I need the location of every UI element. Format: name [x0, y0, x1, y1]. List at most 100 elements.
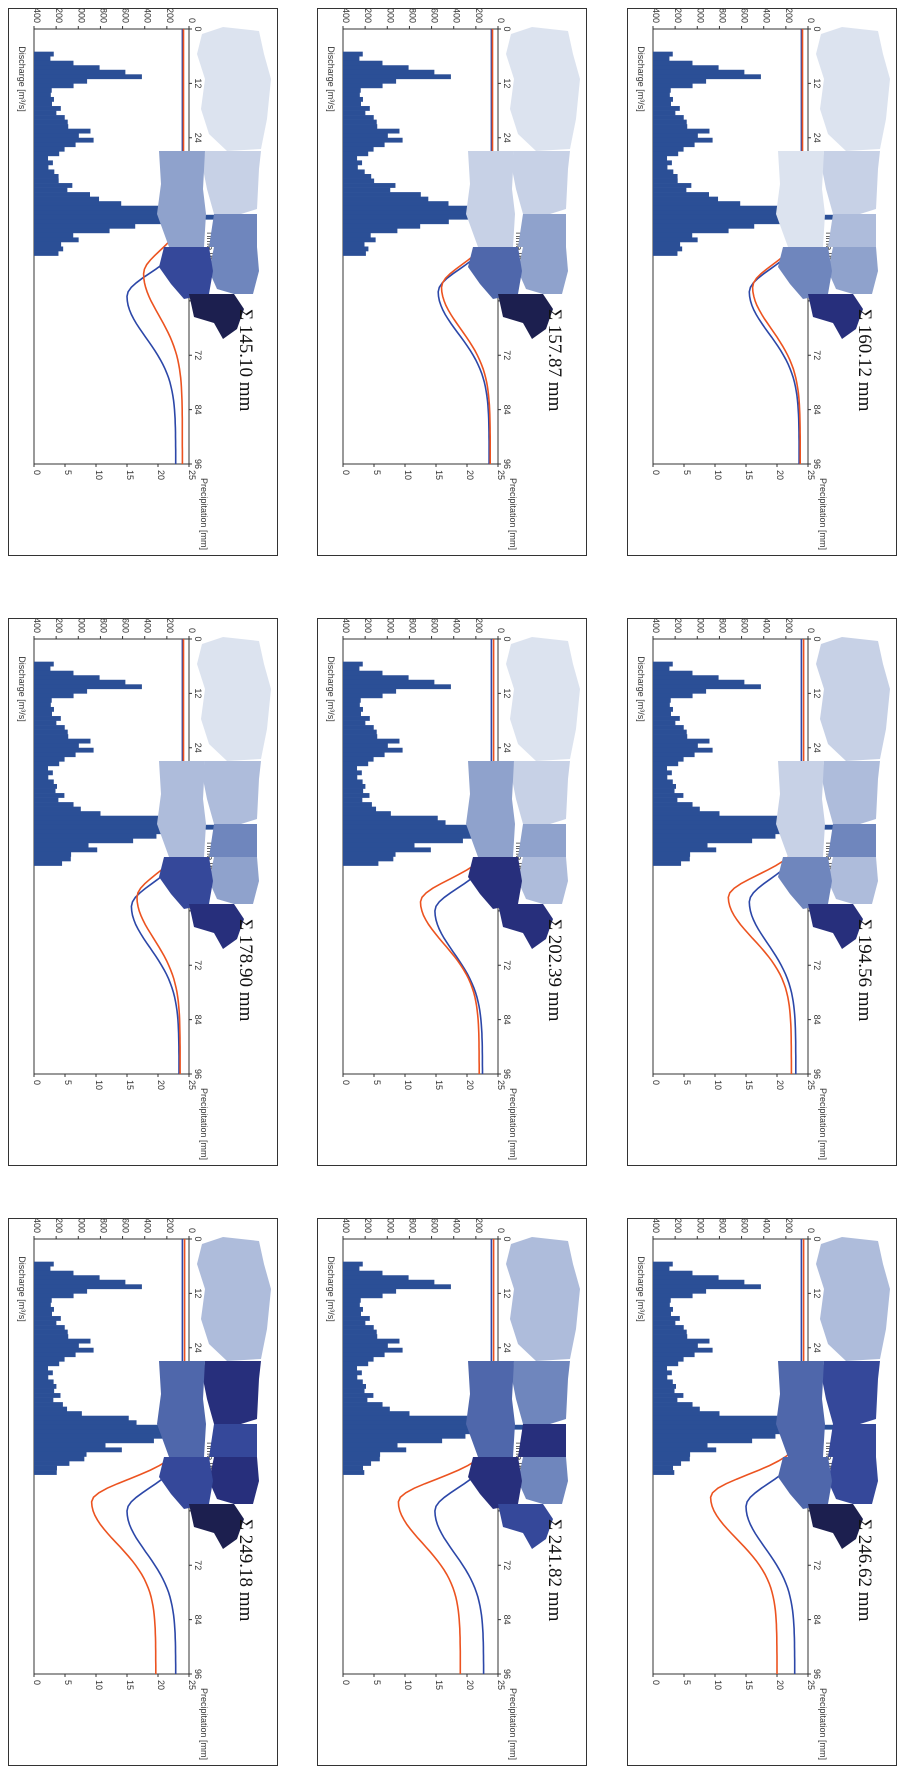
- chart-svg: 01224364860728496Time [h]020040060080010…: [17, 1219, 271, 1760]
- y-tick-label: 400: [452, 9, 462, 23]
- precip-bar: [34, 51, 54, 57]
- y2-tick-label: 20: [156, 1080, 166, 1090]
- precip-bar: [653, 201, 741, 207]
- panel-7: 01224364860728496Time [h]020040060080010…: [627, 8, 897, 556]
- precip-bar: [343, 1470, 365, 1475]
- precip-bar: [34, 133, 79, 139]
- precip-bar: [343, 74, 451, 80]
- precip-bar: [653, 688, 707, 694]
- precip-bar: [34, 101, 52, 107]
- precip-bar: [343, 1379, 363, 1385]
- precip-bar: [34, 1370, 53, 1376]
- precip-bar: [343, 697, 361, 703]
- y2-axis-label: Precipitation [mm]: [199, 1088, 209, 1160]
- y-axis-label: Discharge [m³/s]: [326, 46, 336, 112]
- y-tick-label: 400: [452, 619, 462, 633]
- precip-bar: [653, 1288, 707, 1294]
- precip-bar: [34, 725, 65, 730]
- precip-bar: [34, 1411, 82, 1417]
- precip-bar: [343, 1343, 388, 1349]
- precip-bar: [34, 115, 65, 120]
- precip-bar: [653, 1261, 673, 1267]
- precip-bar: [653, 725, 684, 730]
- precip-bar: [34, 232, 74, 238]
- precip-bar: [653, 738, 710, 744]
- precip-bar: [653, 1311, 671, 1317]
- precip-bar: [343, 1429, 485, 1435]
- y2-tick-label: 25: [187, 1680, 197, 1690]
- precip-bar: [653, 1447, 717, 1453]
- y-tick-label: 0: [806, 18, 816, 23]
- precip-bar: [653, 675, 719, 681]
- precip-bar: [34, 60, 74, 66]
- y-axis-label: Discharge [m³/s]: [17, 46, 27, 112]
- precip-bar: [343, 128, 400, 134]
- precip-bar: [343, 1451, 381, 1457]
- subbasin-6: [159, 857, 213, 909]
- precip-bar: [34, 174, 59, 179]
- precip-bar: [653, 1334, 688, 1339]
- subbasin-3: [466, 761, 515, 857]
- precip-bar: [343, 1306, 363, 1312]
- panel-4: 01224364860728496Time [h]020040060080010…: [317, 8, 587, 556]
- x-tick-label: 72: [502, 960, 512, 970]
- x-tick-label: 72: [502, 350, 512, 360]
- y-tick-label: 800: [407, 9, 417, 23]
- precip-bar: [343, 1266, 360, 1272]
- precip-bar: [653, 711, 671, 717]
- precip-bar: [34, 1433, 170, 1439]
- chart-svg: 01224364860728496Time [h]020040060080010…: [326, 619, 580, 1160]
- precip-bar: [343, 1456, 380, 1462]
- x-tick-label: 96: [502, 1669, 512, 1679]
- precip-bar: [343, 1316, 370, 1321]
- precip-bar: [34, 1284, 142, 1290]
- precip-bar: [343, 679, 435, 685]
- y-tick-label: 800: [98, 619, 108, 633]
- subbasin-5: [828, 247, 878, 294]
- precip-bar: [653, 119, 687, 125]
- y2-tick-label: 15: [434, 1080, 444, 1090]
- chart-svg: 01224364860728496Time [h]020040060080010…: [636, 1219, 890, 1760]
- subbasin-2: [203, 761, 261, 824]
- precip-bar: [34, 151, 60, 157]
- precip-bar: [34, 1302, 51, 1308]
- y2-tick-label: 20: [465, 1680, 475, 1690]
- precip-bar: [34, 1447, 122, 1453]
- precip-bar: [34, 83, 74, 89]
- x-tick-label: 24: [502, 743, 512, 753]
- precip-bar: [343, 56, 360, 62]
- subbasin-6: [468, 857, 522, 909]
- y2-tick-label: 0: [32, 1680, 42, 1685]
- y-axis-label: Discharge [m³/s]: [17, 656, 27, 722]
- y2-axis-label: Precipitation [mm]: [199, 1688, 209, 1760]
- precip-bar: [653, 697, 671, 703]
- precip-bar: [343, 820, 446, 826]
- precip-bar: [34, 693, 74, 699]
- precip-bar: [34, 1316, 61, 1321]
- precip-bar: [653, 69, 745, 75]
- precip-bar: [343, 219, 449, 225]
- precip-bar: [653, 210, 790, 216]
- subbasin-3: [776, 151, 825, 247]
- subbasin-1: [506, 1237, 580, 1361]
- x-tick-label: 0: [812, 636, 822, 641]
- precip-bar: [653, 1316, 680, 1321]
- precip-bar: [34, 1275, 100, 1281]
- y-tick-label: 800: [717, 1219, 727, 1233]
- precip-bar: [343, 115, 374, 120]
- y-tick-label: 0: [187, 18, 197, 23]
- precip-bar: [34, 1442, 106, 1448]
- y-tick-label: 200: [165, 619, 175, 633]
- x-tick-label: 84: [502, 1615, 512, 1625]
- precip-bar: [653, 716, 680, 721]
- precip-bar: [343, 1302, 360, 1308]
- y2-tick-label: 5: [372, 1080, 382, 1085]
- precip-bar: [343, 666, 360, 672]
- precip-bar: [343, 702, 360, 708]
- precip-bar: [34, 711, 52, 717]
- precip-bar: [34, 110, 57, 116]
- y-tick-label: 600: [740, 619, 750, 633]
- subbasin-7: [189, 904, 244, 949]
- x-tick-label: 72: [193, 350, 203, 360]
- precip-bar: [653, 137, 713, 143]
